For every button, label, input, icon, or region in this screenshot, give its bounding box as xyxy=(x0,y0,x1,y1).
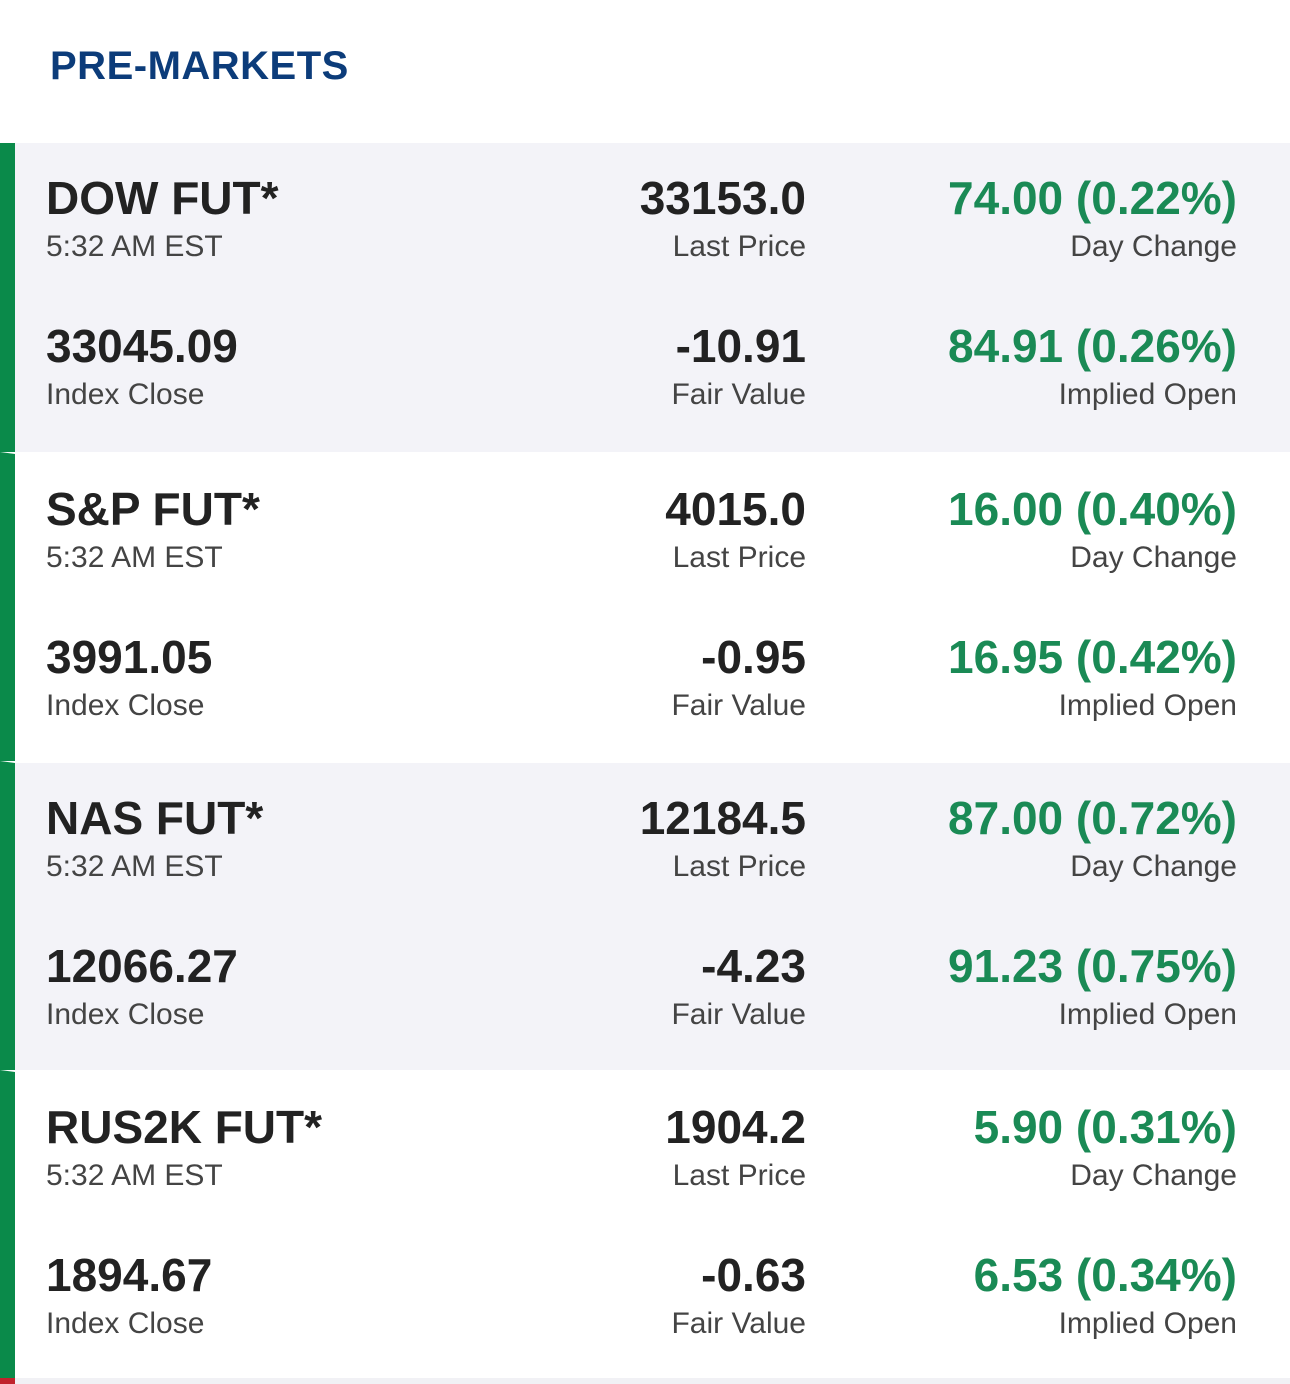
fair-value-value: -0.95 xyxy=(701,631,806,683)
index-close-label: Index Close xyxy=(46,689,205,722)
last-price-label: Last Price xyxy=(672,541,806,574)
day-change-cell: 16.00 (0.40%) Day Change xyxy=(948,482,1237,576)
section-title: PRE-MARKETS xyxy=(50,44,349,88)
day-change-label: Day Change xyxy=(1070,850,1237,883)
fair-value-cell: -0.63 Fair Value xyxy=(671,1248,806,1342)
last-price-label: Last Price xyxy=(672,850,806,883)
index-close-label: Index Close xyxy=(46,1307,205,1340)
last-price-cell: 33153.0 Last Price xyxy=(640,171,806,265)
implied-open-label: Implied Open xyxy=(1058,378,1237,411)
implied-open-cell: 16.95 (0.42%) Implied Open xyxy=(948,630,1237,724)
instrument-name: NAS FUT* xyxy=(46,792,264,844)
futures-row-sp[interactable]: S&P FUT* 5:32 AM EST 4015.0 Last Price 1… xyxy=(0,452,1290,761)
implied-open-cell: 91.23 (0.75%) Implied Open xyxy=(948,939,1237,1033)
instrument-cell: DOW FUT* 5:32 AM EST xyxy=(46,171,279,265)
day-change-label: Day Change xyxy=(1070,1159,1237,1192)
section-header: PRE-MARKETS xyxy=(0,0,1290,143)
implied-open-cell: 6.53 (0.34%) Implied Open xyxy=(974,1248,1237,1342)
day-change-value: 16.00 (0.40%) xyxy=(948,483,1237,535)
day-change-label: Day Change xyxy=(1070,541,1237,574)
day-change-cell: 87.00 (0.72%) Day Change xyxy=(948,791,1237,885)
index-close-label: Index Close xyxy=(46,998,205,1031)
last-price-value: 33153.0 xyxy=(639,172,806,224)
fair-value-label: Fair Value xyxy=(671,378,806,411)
last-price-cell: 1904.2 Last Price xyxy=(665,1100,806,1194)
instrument-cell: NAS FUT* 5:32 AM EST xyxy=(46,791,263,885)
day-change-value: 87.00 (0.72%) xyxy=(948,792,1237,844)
index-close-value: 3991.05 xyxy=(46,631,213,683)
fair-value-cell: -4.23 Fair Value xyxy=(671,939,806,1033)
day-change-cell: 5.90 (0.31%) Day Change xyxy=(974,1100,1237,1194)
day-change-value: 5.90 (0.31%) xyxy=(973,1101,1237,1153)
implied-open-value: 16.95 (0.42%) xyxy=(948,631,1237,683)
index-close-cell: 1894.67 Index Close xyxy=(46,1248,212,1342)
last-price-cell: 12184.5 Last Price xyxy=(640,791,806,885)
day-change-cell: 74.00 (0.22%) Day Change xyxy=(948,171,1237,265)
fair-value-value: -10.91 xyxy=(675,320,806,372)
index-close-label: Index Close xyxy=(46,378,205,411)
last-price-label: Last Price xyxy=(672,230,806,263)
last-price-value: 4015.0 xyxy=(665,483,806,535)
last-price-value: 12184.5 xyxy=(639,792,806,844)
instrument-name: DOW FUT* xyxy=(46,172,279,224)
index-close-value: 33045.09 xyxy=(46,320,238,372)
index-close-cell: 33045.09 Index Close xyxy=(46,319,238,413)
fair-value-value: -0.63 xyxy=(701,1249,806,1301)
futures-row-rus2k[interactable]: RUS2K FUT* 5:32 AM EST 1904.2 Last Price… xyxy=(0,1070,1290,1379)
futures-list: DOW FUT* 5:32 AM EST 33153.0 Last Price … xyxy=(0,143,1290,1379)
day-change-value: 74.00 (0.22%) xyxy=(948,172,1237,224)
index-close-value: 12066.27 xyxy=(46,940,238,992)
index-close-cell: 12066.27 Index Close xyxy=(46,939,238,1033)
implied-open-label: Implied Open xyxy=(1058,998,1237,1031)
implied-open-label: Implied Open xyxy=(1058,689,1237,722)
last-price-cell: 4015.0 Last Price xyxy=(665,482,806,576)
next-row-peek xyxy=(0,1378,1290,1384)
last-price-label: Last Price xyxy=(672,1159,806,1192)
day-change-label: Day Change xyxy=(1070,230,1237,263)
fair-value-label: Fair Value xyxy=(671,1307,806,1340)
fair-value-cell: -0.95 Fair Value xyxy=(671,630,806,724)
futures-row-nas[interactable]: NAS FUT* 5:32 AM EST 12184.5 Last Price … xyxy=(0,761,1290,1070)
quote-time: 5:32 AM EST xyxy=(46,1159,223,1192)
index-close-value: 1894.67 xyxy=(46,1249,213,1301)
quote-time: 5:32 AM EST xyxy=(46,850,223,883)
instrument-name: S&P FUT* xyxy=(46,483,260,535)
index-close-cell: 3991.05 Index Close xyxy=(46,630,212,724)
implied-open-cell: 84.91 (0.26%) Implied Open xyxy=(948,319,1237,413)
quote-time: 5:32 AM EST xyxy=(46,541,223,574)
fair-value-value: -4.23 xyxy=(701,940,806,992)
implied-open-label: Implied Open xyxy=(1058,1307,1237,1340)
last-price-value: 1904.2 xyxy=(665,1101,806,1153)
fair-value-label: Fair Value xyxy=(671,998,806,1031)
negative-indicator-bar xyxy=(0,1378,15,1384)
fair-value-label: Fair Value xyxy=(671,689,806,722)
futures-row-dow[interactable]: DOW FUT* 5:32 AM EST 33153.0 Last Price … xyxy=(0,143,1290,452)
instrument-cell: RUS2K FUT* 5:32 AM EST xyxy=(46,1100,322,1194)
implied-open-value: 6.53 (0.34%) xyxy=(973,1249,1237,1301)
fair-value-cell: -10.91 Fair Value xyxy=(671,319,806,413)
implied-open-value: 91.23 (0.75%) xyxy=(948,940,1237,992)
implied-open-value: 84.91 (0.26%) xyxy=(948,320,1237,372)
instrument-cell: S&P FUT* 5:32 AM EST xyxy=(46,482,260,576)
instrument-name: RUS2K FUT* xyxy=(46,1101,323,1153)
quote-time: 5:32 AM EST xyxy=(46,230,223,263)
